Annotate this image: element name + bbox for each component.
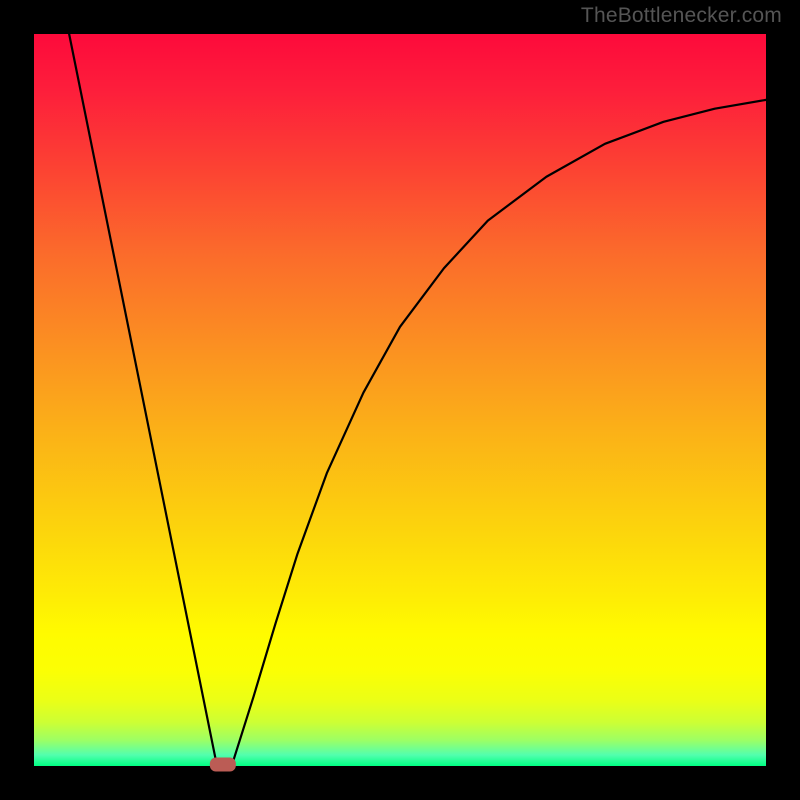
valley-marker bbox=[210, 758, 236, 772]
chart-container: TheBottlenecker.com bbox=[0, 0, 800, 800]
watermark-text: TheBottlenecker.com bbox=[581, 4, 782, 28]
bottleneck-chart bbox=[0, 0, 800, 800]
